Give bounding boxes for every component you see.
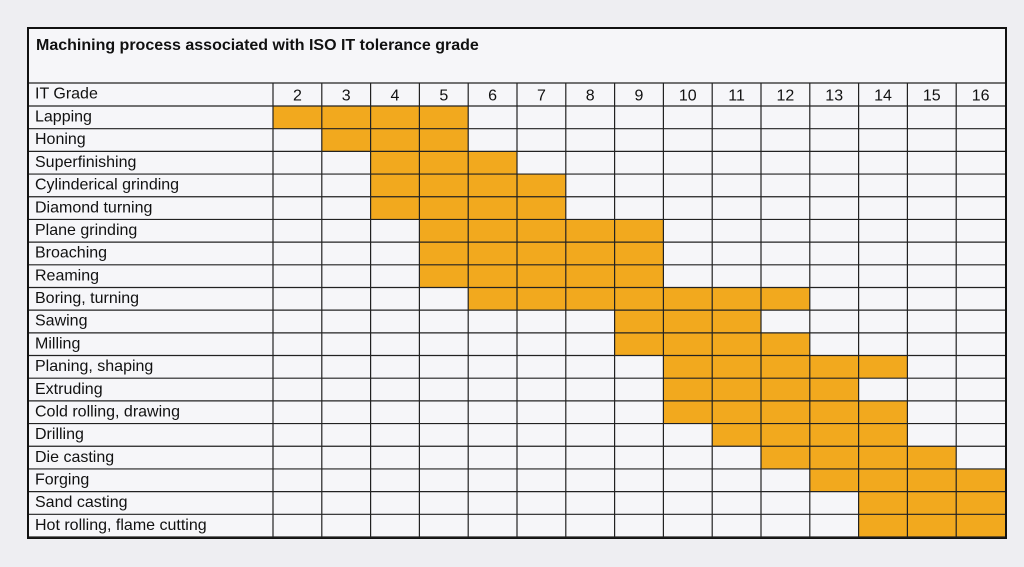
process-label: Extruding — [35, 381, 103, 398]
grade-span — [663, 400, 908, 424]
header-label: IT Grade — [35, 86, 98, 103]
process-label: Sand casting — [35, 494, 128, 511]
process-label: Boring, turning — [35, 290, 139, 307]
grade-span — [321, 128, 469, 152]
process-label: Broaching — [35, 245, 107, 262]
grade-label: 9 — [635, 88, 644, 105]
grade-label: 10 — [679, 88, 697, 105]
grade-label: 6 — [488, 88, 497, 105]
grade-span — [663, 355, 908, 379]
process-label: Cylinderical grinding — [35, 177, 179, 194]
grade-span — [419, 242, 664, 265]
grade-label: 5 — [439, 88, 448, 105]
grade-label: 12 — [777, 88, 795, 105]
grade-span — [614, 310, 761, 333]
grade-label: 2 — [293, 88, 302, 105]
table-title: Machining process associated with ISO IT… — [36, 37, 479, 54]
process-label: Diamond turning — [35, 199, 152, 216]
grade-span — [370, 151, 517, 175]
process-label: Lapping — [35, 109, 92, 126]
grade-span — [468, 287, 810, 311]
process-label: Hot rolling, flame cutting — [35, 517, 207, 534]
grade-span — [858, 514, 1005, 537]
process-label: Planing, shaping — [35, 358, 153, 375]
process-label: Forging — [35, 472, 89, 489]
process-label: Sawing — [35, 313, 87, 330]
grade-span — [858, 491, 1005, 515]
grade-span — [419, 219, 664, 243]
process-label: Milling — [35, 335, 80, 352]
grade-label: 4 — [391, 88, 400, 105]
process-label: Reaming — [35, 267, 99, 284]
process-label: Superfinishing — [35, 154, 136, 171]
grade-label: 16 — [972, 88, 990, 105]
grade-label: 8 — [586, 88, 595, 105]
grade-label: 11 — [728, 88, 745, 105]
grade-label: 14 — [874, 88, 892, 105]
grade-label: 3 — [342, 88, 351, 105]
grade-label: 7 — [537, 88, 546, 105]
grade-label: 13 — [825, 88, 843, 105]
process-label: Drilling — [35, 426, 84, 443]
grade-span — [419, 264, 664, 288]
process-label: Die casting — [35, 449, 114, 466]
grade-label: 15 — [923, 88, 941, 105]
process-label: Plane grinding — [35, 222, 137, 239]
process-label: Honing — [35, 131, 86, 148]
process-label: Cold rolling, drawing — [35, 403, 180, 420]
